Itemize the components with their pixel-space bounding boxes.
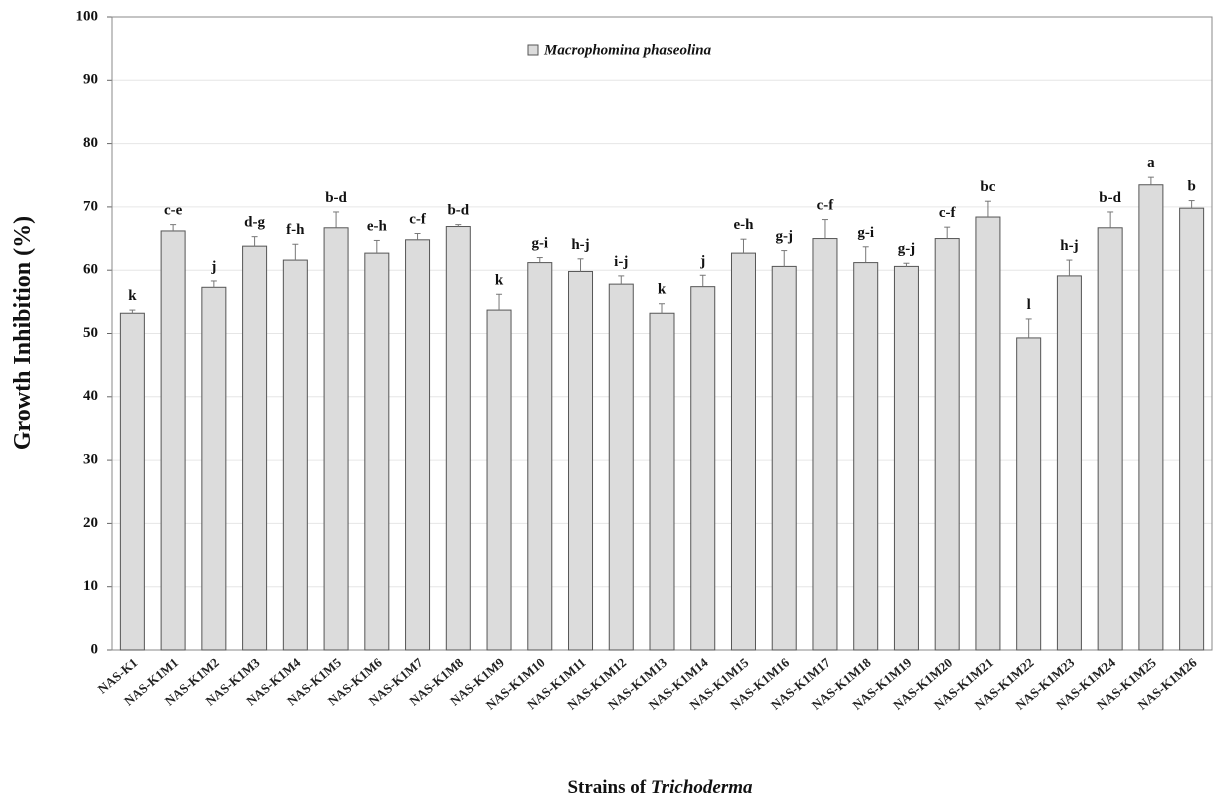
- bar-annotation: b-d: [325, 190, 347, 206]
- bar: [771, 265, 797, 651]
- bar-annotation: b-d: [1099, 190, 1121, 206]
- y-tick-label: 30: [83, 452, 98, 468]
- bar: [119, 312, 145, 651]
- bar: [975, 216, 1001, 651]
- x-axis-title-part: Strains of: [567, 777, 646, 798]
- bar-annotation: a: [1147, 155, 1155, 171]
- bar: [201, 286, 227, 651]
- bar-annotation: g-i: [857, 225, 874, 241]
- bar: [853, 262, 879, 651]
- bar: [934, 238, 960, 651]
- y-axis-title: Growth Inhibition (%): [10, 216, 36, 450]
- bar-annotation: g-j: [775, 229, 793, 245]
- bar: [405, 239, 431, 651]
- y-tick-label: 90: [83, 72, 98, 88]
- bar-annotation: c-f: [817, 198, 835, 214]
- bar-annotation: c-f: [939, 205, 957, 221]
- bar-annotation: j: [210, 259, 216, 275]
- y-tick-label: 10: [83, 578, 98, 594]
- y-tick-label: 40: [83, 388, 98, 404]
- bar-annotation: j: [699, 253, 705, 269]
- bar: [527, 262, 553, 651]
- bar-annotation: k: [658, 282, 667, 298]
- bar: [690, 286, 716, 651]
- bar: [486, 309, 512, 651]
- bar: [1056, 275, 1082, 651]
- bar: [242, 245, 268, 651]
- legend-swatch: [527, 44, 539, 56]
- y-tick-label: 60: [83, 262, 98, 278]
- bar-annotation: k: [495, 272, 504, 288]
- bar: [812, 238, 838, 651]
- bar: [1138, 184, 1164, 651]
- legend-label: Macrophomina phaseolina: [543, 42, 712, 58]
- bar: [568, 270, 594, 651]
- bar-annotation: h-j: [1060, 238, 1078, 254]
- bar: [445, 226, 471, 651]
- y-tick-label: 100: [76, 8, 99, 24]
- bar: [1097, 227, 1123, 651]
- y-tick-label: 80: [83, 135, 98, 151]
- bar: [1016, 337, 1042, 651]
- y-tick-label: 20: [83, 515, 98, 531]
- bar-annotation: c-e: [164, 203, 183, 219]
- bar: [730, 252, 756, 651]
- y-tick-label: 70: [83, 198, 98, 214]
- y-tick-label: 50: [83, 325, 98, 341]
- bar: [364, 252, 390, 651]
- bar: [323, 227, 349, 651]
- bar-annotation: f-h: [286, 222, 305, 238]
- bar-annotation: k: [128, 288, 137, 304]
- bar-annotation: e-h: [733, 217, 754, 233]
- bar: [160, 230, 186, 651]
- bar-annotation: l: [1027, 297, 1031, 313]
- bar-annotation: b: [1187, 179, 1195, 195]
- y-tick-label: 0: [91, 641, 99, 657]
- bar-annotation: bc: [980, 179, 995, 195]
- bar-annotation: c-f: [409, 211, 427, 227]
- bar-annotation: g-j: [898, 241, 916, 257]
- x-axis-title: Strains of Trichoderma: [567, 777, 753, 798]
- bar-annotation: e-h: [367, 218, 388, 234]
- bar-annotation: g-i: [531, 236, 548, 252]
- bar: [608, 283, 634, 651]
- bar: [1179, 207, 1205, 651]
- x-axis-title-italic: Trichoderma: [651, 777, 753, 798]
- bar-annotation: b-d: [447, 203, 469, 219]
- bar: [649, 312, 675, 651]
- bar-annotation: i-j: [614, 254, 628, 270]
- bar: [893, 265, 919, 651]
- bar-annotation: h-j: [571, 237, 589, 253]
- bar-annotation: d-g: [244, 215, 265, 231]
- bar: [282, 259, 308, 651]
